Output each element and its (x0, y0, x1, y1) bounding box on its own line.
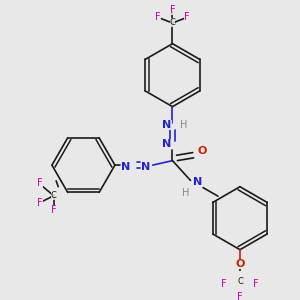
Text: N: N (163, 120, 172, 130)
Text: N: N (193, 177, 202, 187)
Text: F: F (38, 178, 43, 188)
Text: H: H (182, 188, 190, 198)
Text: F: F (237, 292, 243, 300)
Text: C: C (237, 277, 243, 286)
Text: N: N (141, 162, 150, 172)
Text: C: C (169, 19, 175, 28)
Text: F: F (155, 12, 161, 22)
Text: F: F (253, 279, 259, 289)
Text: N: N (121, 162, 130, 172)
Text: O: O (235, 259, 245, 269)
Text: N: N (163, 140, 172, 149)
Text: F: F (221, 279, 226, 289)
Text: H: H (180, 120, 187, 130)
Text: F: F (184, 12, 190, 22)
Text: O: O (197, 146, 207, 156)
Text: C: C (51, 191, 57, 200)
Text: F: F (170, 5, 175, 15)
Text: F: F (38, 198, 43, 208)
Text: F: F (51, 205, 57, 215)
